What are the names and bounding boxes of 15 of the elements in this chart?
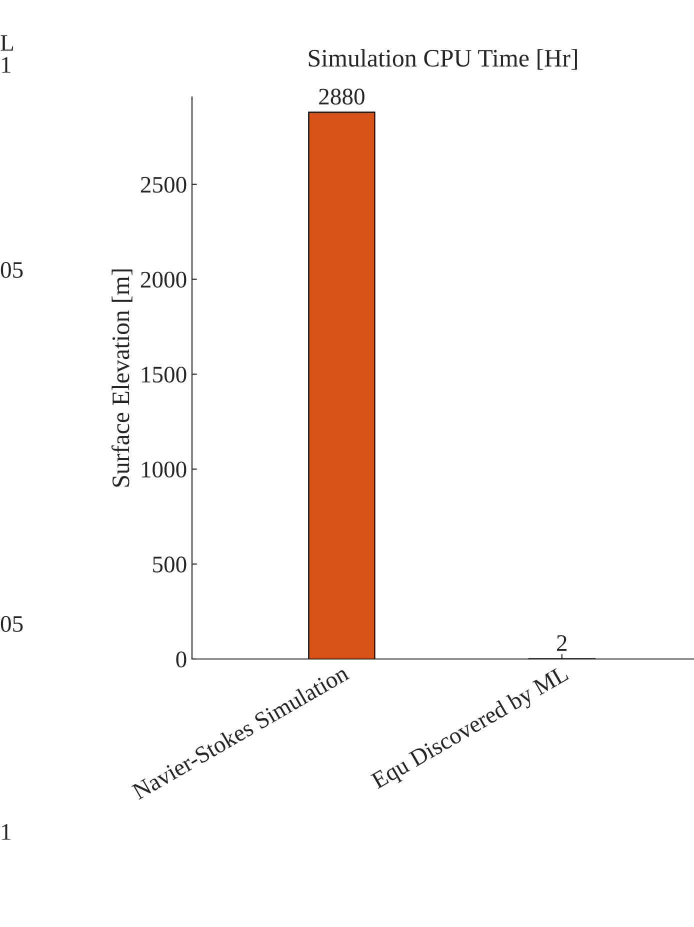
text: 1 — [2, 57, 10, 73]
y-tick-label: 1500 — [142, 366, 186, 383]
text: L — [0, 35, 14, 51]
y-tick-label: 0 — [176, 651, 186, 668]
y-tick-label: 1000 — [142, 462, 186, 478]
data-label: 2880 — [319, 88, 364, 105]
text: 05 — [0, 616, 23, 632]
text: 05 — [0, 262, 23, 278]
text: 1 — [2, 824, 10, 840]
y-tick-label: 2500 — [140, 176, 186, 193]
chart-title: Simulation CPU Time [Hr] — [308, 49, 577, 70]
y-tick-label: 2000 — [140, 272, 186, 288]
y-tick-label: 500 — [153, 556, 186, 572]
data-label: 2 — [557, 635, 566, 651]
y-axis-title: Surface Elevation [m] — [111, 269, 132, 487]
